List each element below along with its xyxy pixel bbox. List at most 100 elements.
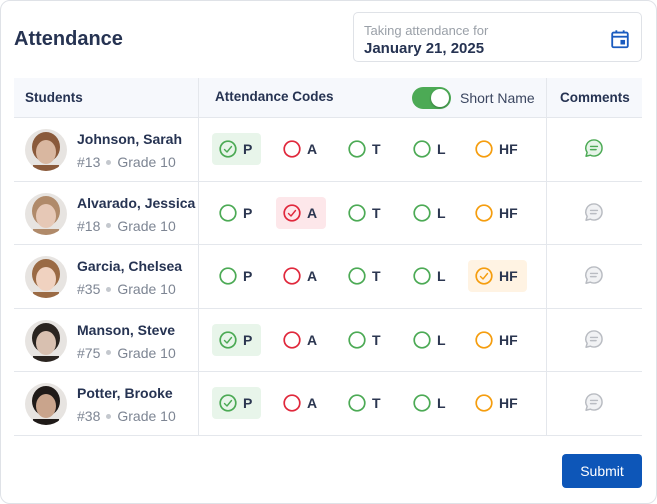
comment-icon[interactable] (583, 264, 605, 286)
date-value: January 21, 2025 (364, 40, 485, 57)
radio-unchecked-icon (475, 140, 493, 158)
comment-icon[interactable] (583, 201, 605, 223)
code-option-a[interactable]: A (276, 196, 327, 229)
submit-button[interactable]: Submit (562, 454, 642, 488)
code-option-l[interactable]: L (406, 260, 455, 292)
code-option-a[interactable]: A (276, 324, 326, 356)
separator-dot (106, 286, 112, 292)
code-label: L (437, 331, 446, 348)
table-row: Manson, Steve #75 Grade 10 P A (14, 309, 642, 373)
code-option-a[interactable]: A (276, 260, 326, 292)
student-name: Johnson, Sarah (77, 131, 183, 147)
code-label: A (307, 204, 318, 221)
code-label: HF (499, 141, 518, 157)
comment-icon[interactable] (583, 137, 605, 159)
radio-unchecked-icon (475, 394, 493, 413)
code-option-hf[interactable]: HF (468, 133, 527, 165)
avatar (25, 129, 67, 171)
code-option-p[interactable]: P (212, 133, 262, 165)
date-picker[interactable]: Taking attendance for January 21, 2025 (353, 12, 642, 62)
radio-unchecked-icon (348, 203, 366, 222)
table-row: Alvarado, Jessica #18 Grade 10 P A (14, 182, 642, 246)
radio-unchecked-icon (413, 394, 431, 413)
code-label: T (372, 141, 381, 157)
code-label: P (243, 204, 253, 221)
date-label: Taking attendance for (364, 23, 489, 38)
student-name: Manson, Steve (77, 321, 176, 338)
student-meta: #13 Grade 10 (77, 154, 176, 170)
code-option-t[interactable]: T (341, 387, 390, 419)
code-option-hf[interactable]: HF (468, 387, 527, 419)
page-title: Attendance (14, 28, 123, 50)
radio-unchecked-icon (219, 203, 237, 222)
short-name-toggle[interactable] (412, 87, 451, 109)
toggle-knob (431, 89, 449, 107)
comment-icon[interactable] (583, 328, 605, 350)
table-row: Johnson, Sarah #13 Grade 10 P A (14, 118, 642, 182)
student-name: Alvarado, Jessica (77, 194, 196, 211)
avatar (25, 319, 67, 362)
code-label: T (372, 204, 381, 221)
code-option-t[interactable]: T (341, 260, 390, 292)
table-header: Students Attendance Codes Short Name Com… (14, 78, 642, 118)
radio-checked-icon (219, 140, 237, 158)
avatar (25, 192, 67, 235)
code-option-p[interactable]: P (212, 197, 261, 229)
code-option-p[interactable]: P (212, 387, 262, 420)
code-option-hf[interactable]: HF (468, 197, 527, 229)
student-meta: #75 Grade 10 (77, 345, 176, 361)
column-divider (198, 78, 199, 436)
code-option-t[interactable]: T (341, 197, 390, 229)
radio-unchecked-icon (413, 203, 431, 222)
radio-unchecked-icon (283, 394, 301, 413)
radio-unchecked-icon (283, 331, 301, 349)
calendar-icon[interactable] (609, 28, 631, 50)
code-label: L (437, 204, 446, 221)
short-name-label: Short Name (460, 90, 535, 106)
code-option-l[interactable]: L (406, 324, 455, 356)
code-option-a[interactable]: A (276, 387, 326, 419)
short-name-toggle-group: Short Name (412, 87, 535, 109)
code-option-p[interactable]: P (212, 260, 261, 292)
code-option-l[interactable]: L (406, 133, 455, 165)
code-label: T (372, 331, 381, 348)
student-number: #75 (77, 344, 101, 361)
code-label: HF (499, 395, 518, 412)
code-label: T (372, 268, 381, 285)
student-grade: Grade 10 (117, 344, 176, 361)
student-grade: Grade 10 (117, 408, 176, 425)
code-option-p[interactable]: P (212, 323, 262, 356)
code-label: L (437, 141, 446, 157)
code-option-hf[interactable]: HF (468, 260, 527, 293)
radio-unchecked-icon (413, 267, 431, 285)
student-name: Potter, Brooke (77, 385, 173, 402)
radio-unchecked-icon (475, 203, 493, 222)
radio-checked-icon (475, 267, 493, 285)
radio-unchecked-icon (475, 331, 493, 349)
code-option-hf[interactable]: HF (468, 324, 527, 356)
radio-checked-icon (219, 394, 237, 413)
code-option-l[interactable]: L (406, 387, 455, 419)
student-grade: Grade 10 (117, 217, 176, 234)
code-label: A (307, 141, 318, 157)
code-option-t[interactable]: T (341, 324, 390, 356)
code-label: A (307, 331, 318, 348)
student-number: #13 (77, 154, 101, 170)
code-label: HF (499, 268, 518, 285)
comment-icon[interactable] (583, 391, 605, 413)
code-label: P (243, 141, 253, 157)
code-label: HF (499, 331, 518, 348)
code-option-t[interactable]: T (341, 133, 390, 165)
separator-dot (106, 413, 112, 419)
student-grade: Grade 10 (117, 154, 176, 170)
radio-unchecked-icon (348, 331, 366, 349)
radio-unchecked-icon (348, 394, 366, 413)
code-option-l[interactable]: L (406, 197, 455, 229)
table-row: Potter, Brooke #38 Grade 10 P A (14, 372, 642, 436)
student-number: #38 (77, 408, 101, 425)
code-label: T (372, 395, 381, 412)
radio-unchecked-icon (283, 140, 301, 158)
radio-unchecked-icon (413, 140, 431, 158)
code-option-a[interactable]: A (276, 133, 326, 165)
